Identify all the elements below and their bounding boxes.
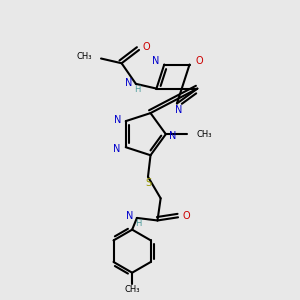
Text: N: N bbox=[169, 131, 176, 141]
Text: O: O bbox=[142, 42, 150, 52]
Text: H: H bbox=[135, 218, 142, 227]
Text: N: N bbox=[113, 144, 121, 154]
Text: S: S bbox=[145, 178, 151, 188]
Text: N: N bbox=[114, 115, 122, 124]
Text: N: N bbox=[126, 212, 134, 221]
Text: O: O bbox=[195, 56, 203, 66]
Text: N: N bbox=[152, 56, 159, 66]
Text: CH₃: CH₃ bbox=[197, 130, 212, 139]
Text: CH₃: CH₃ bbox=[76, 52, 92, 62]
Text: N: N bbox=[125, 78, 133, 88]
Text: H: H bbox=[134, 85, 141, 94]
Text: CH₃: CH₃ bbox=[124, 285, 140, 294]
Text: O: O bbox=[182, 211, 190, 221]
Text: N: N bbox=[175, 105, 182, 116]
